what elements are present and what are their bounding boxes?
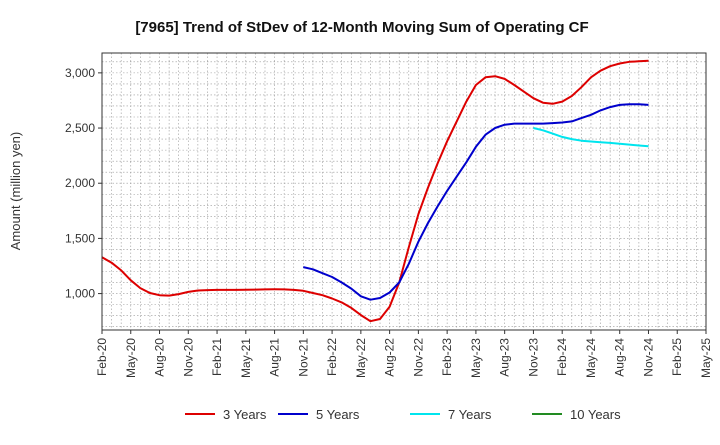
x-tick-label: Nov-24 (641, 338, 655, 377)
y-tick-label: 2,500 (65, 121, 95, 135)
series-line-3-years (101, 59, 649, 323)
grid-lines (102, 53, 706, 330)
x-tick-label: Aug-23 (498, 338, 512, 377)
y-tick-label: 2,000 (65, 176, 95, 190)
x-tick-label: Feb-23 (440, 338, 454, 376)
x-tick-label: Nov-23 (526, 338, 540, 377)
y-tick-label: 3,000 (65, 66, 95, 80)
legend-label: 10 Years (570, 407, 621, 422)
x-tick-label: May-25 (699, 338, 713, 378)
x-tick-label: Nov-20 (181, 338, 195, 377)
x-tick-label: May-24 (584, 338, 598, 378)
x-tick-label: May-20 (124, 338, 138, 378)
series-lines (101, 59, 649, 323)
x-tick-label: Feb-25 (670, 338, 684, 376)
legend-label: 7 Years (448, 407, 492, 422)
plot-frame (101, 52, 707, 331)
legend-label: 3 Years (223, 407, 267, 422)
series-line-7-years (533, 127, 649, 148)
x-tick-label: Aug-22 (383, 338, 397, 377)
x-tick-label: Feb-24 (555, 338, 569, 376)
plot-area (102, 53, 706, 330)
x-tick-label: Nov-21 (296, 338, 310, 377)
x-tick-label: Aug-24 (613, 338, 627, 377)
x-tick-label: Feb-22 (325, 338, 339, 376)
y-tick-label: 1,500 (65, 231, 95, 245)
chart-title: [7965] Trend of StDev of 12-Month Moving… (135, 19, 588, 36)
series-line-5-years (303, 103, 649, 301)
x-tick-label: Aug-20 (153, 338, 167, 377)
legend: 3 Years 5 Years 7 Years 10 Years (185, 407, 621, 422)
legend-label: 5 Years (316, 407, 360, 422)
x-tick-label: May-21 (239, 338, 253, 378)
y-axis-ticks: 1,000 1,500 2,000 2,500 3,000 (65, 66, 102, 301)
y-axis-label: Amount (million yen) (8, 132, 23, 251)
x-tick-label: Nov-22 (411, 338, 425, 377)
x-tick-label: May-23 (469, 338, 483, 378)
x-tick-label: Feb-20 (95, 338, 109, 376)
x-tick-label: May-22 (354, 338, 368, 378)
y-tick-label: 1,000 (65, 287, 95, 301)
x-tick-label: Feb-21 (210, 338, 224, 376)
x-axis-ticks: Feb-20 May-20 Aug-20 Nov-20 Feb-21 May-21 Aug-… (95, 330, 713, 378)
x-tick-label: Aug-21 (268, 338, 282, 377)
